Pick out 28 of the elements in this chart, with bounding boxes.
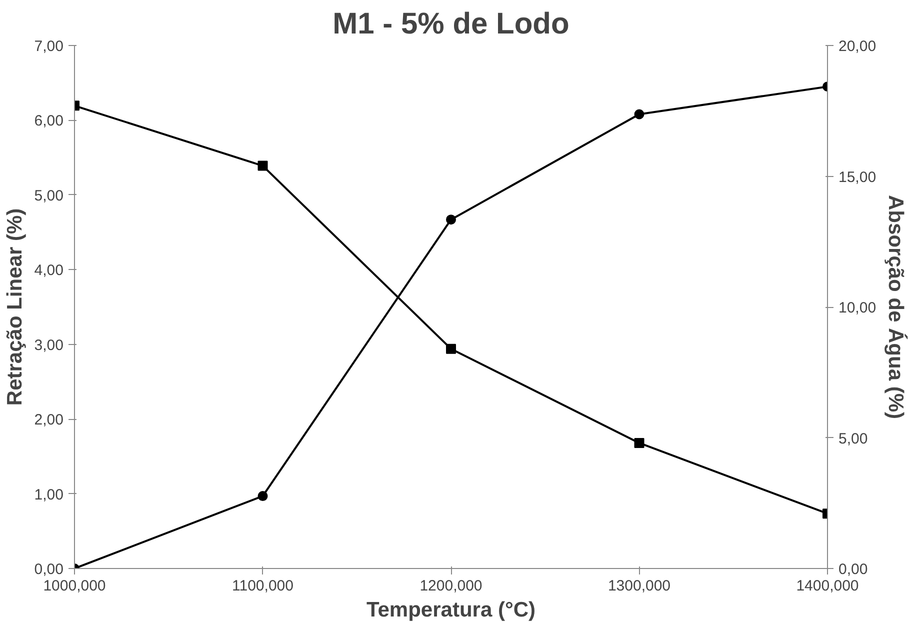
point	[258, 491, 268, 502]
point	[634, 438, 644, 448]
x-tick-label: 1100,000	[232, 578, 294, 594]
y-tick-label: 6,00	[34, 112, 64, 130]
x-tick-label: 1200,000	[420, 578, 482, 594]
y-tick-label: 4,00	[34, 262, 64, 280]
y-tick-label: 2,00	[34, 412, 64, 429]
point	[634, 109, 644, 120]
y-tick-label: 3,00	[34, 336, 64, 354]
y2-tick-label: 5,00	[838, 430, 868, 448]
x-tick-label: 1400,000	[796, 578, 859, 594]
point	[258, 160, 268, 171]
x-axis-title: Temperatura (°C)	[366, 598, 536, 622]
y-tick-label: 0,00	[34, 561, 64, 578]
x-tick-label: 1000,000	[43, 578, 106, 594]
point	[446, 344, 456, 354]
x-tick-label: 1300,000	[608, 578, 671, 594]
chart-title: M1 - 5% de Lodo	[332, 8, 570, 40]
y2-tick-label: 20,00	[838, 38, 876, 55]
y-tick-label: 5,00	[34, 187, 64, 204]
y-axis-title: Retração Linear (%)	[3, 208, 26, 406]
y-tick-label: 7,00	[34, 38, 64, 55]
point	[446, 214, 456, 225]
y2-tick-label: 0,00	[838, 561, 868, 578]
y2-tick-label: 15,00	[838, 168, 876, 186]
y2-axis-title: Absorção de Água (%)	[884, 194, 908, 420]
y-tick-label: 1,00	[34, 486, 64, 504]
y2-tick-label: 10,00	[838, 300, 876, 316]
